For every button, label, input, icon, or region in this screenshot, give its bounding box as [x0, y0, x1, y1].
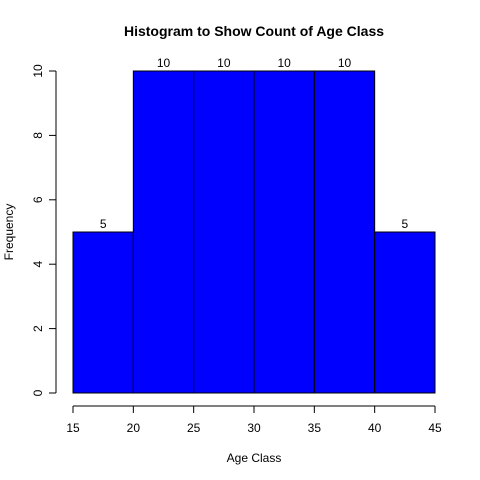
histogram-bar-3	[253, 70, 315, 394]
x-tick-label-6: 45	[428, 421, 442, 435]
bars-layer	[72, 70, 436, 394]
y-axis-title: Frequency	[2, 204, 16, 261]
y-axis: 0 2 4 6 8 10	[31, 64, 57, 396]
bar-data-label-4: 10	[338, 56, 352, 70]
y-tick-label-3: 6	[31, 196, 45, 203]
y-tick-label-0: 0	[31, 389, 45, 396]
x-tick-label-2: 25	[187, 421, 201, 435]
bar-data-label-1: 10	[157, 56, 171, 70]
x-tick-label-5: 40	[368, 421, 382, 435]
bar-data-label-3: 10	[277, 56, 291, 70]
x-tick-label-4: 35	[308, 421, 322, 435]
histogram-bar-2	[193, 70, 255, 394]
x-axis: 15 20 25 30 35 40 45	[66, 405, 442, 435]
histogram-bar-4	[313, 70, 376, 394]
bar-data-label-0: 5	[100, 217, 107, 231]
bar-data-label-2: 10	[217, 56, 231, 70]
y-tick-label-5: 10	[31, 64, 45, 78]
data-labels-layer: 5 10 10 10 10 5	[100, 56, 409, 231]
bar-data-label-5: 5	[401, 217, 408, 231]
y-tick-label-2: 4	[31, 261, 45, 268]
x-axis-title: Age Class	[227, 451, 282, 465]
x-tick-label-0: 15	[66, 421, 80, 435]
chart-title: Histogram to Show Count of Age Class	[124, 23, 384, 39]
histogram-bar-1	[132, 70, 195, 394]
y-tick-label-4: 8	[31, 132, 45, 139]
histogram-bar-0	[72, 231, 134, 394]
x-tick-label-1: 20	[127, 421, 141, 435]
x-tick-label-3: 30	[247, 421, 261, 435]
y-tick-label-1: 2	[31, 325, 45, 332]
histogram-bar-5	[374, 231, 436, 394]
